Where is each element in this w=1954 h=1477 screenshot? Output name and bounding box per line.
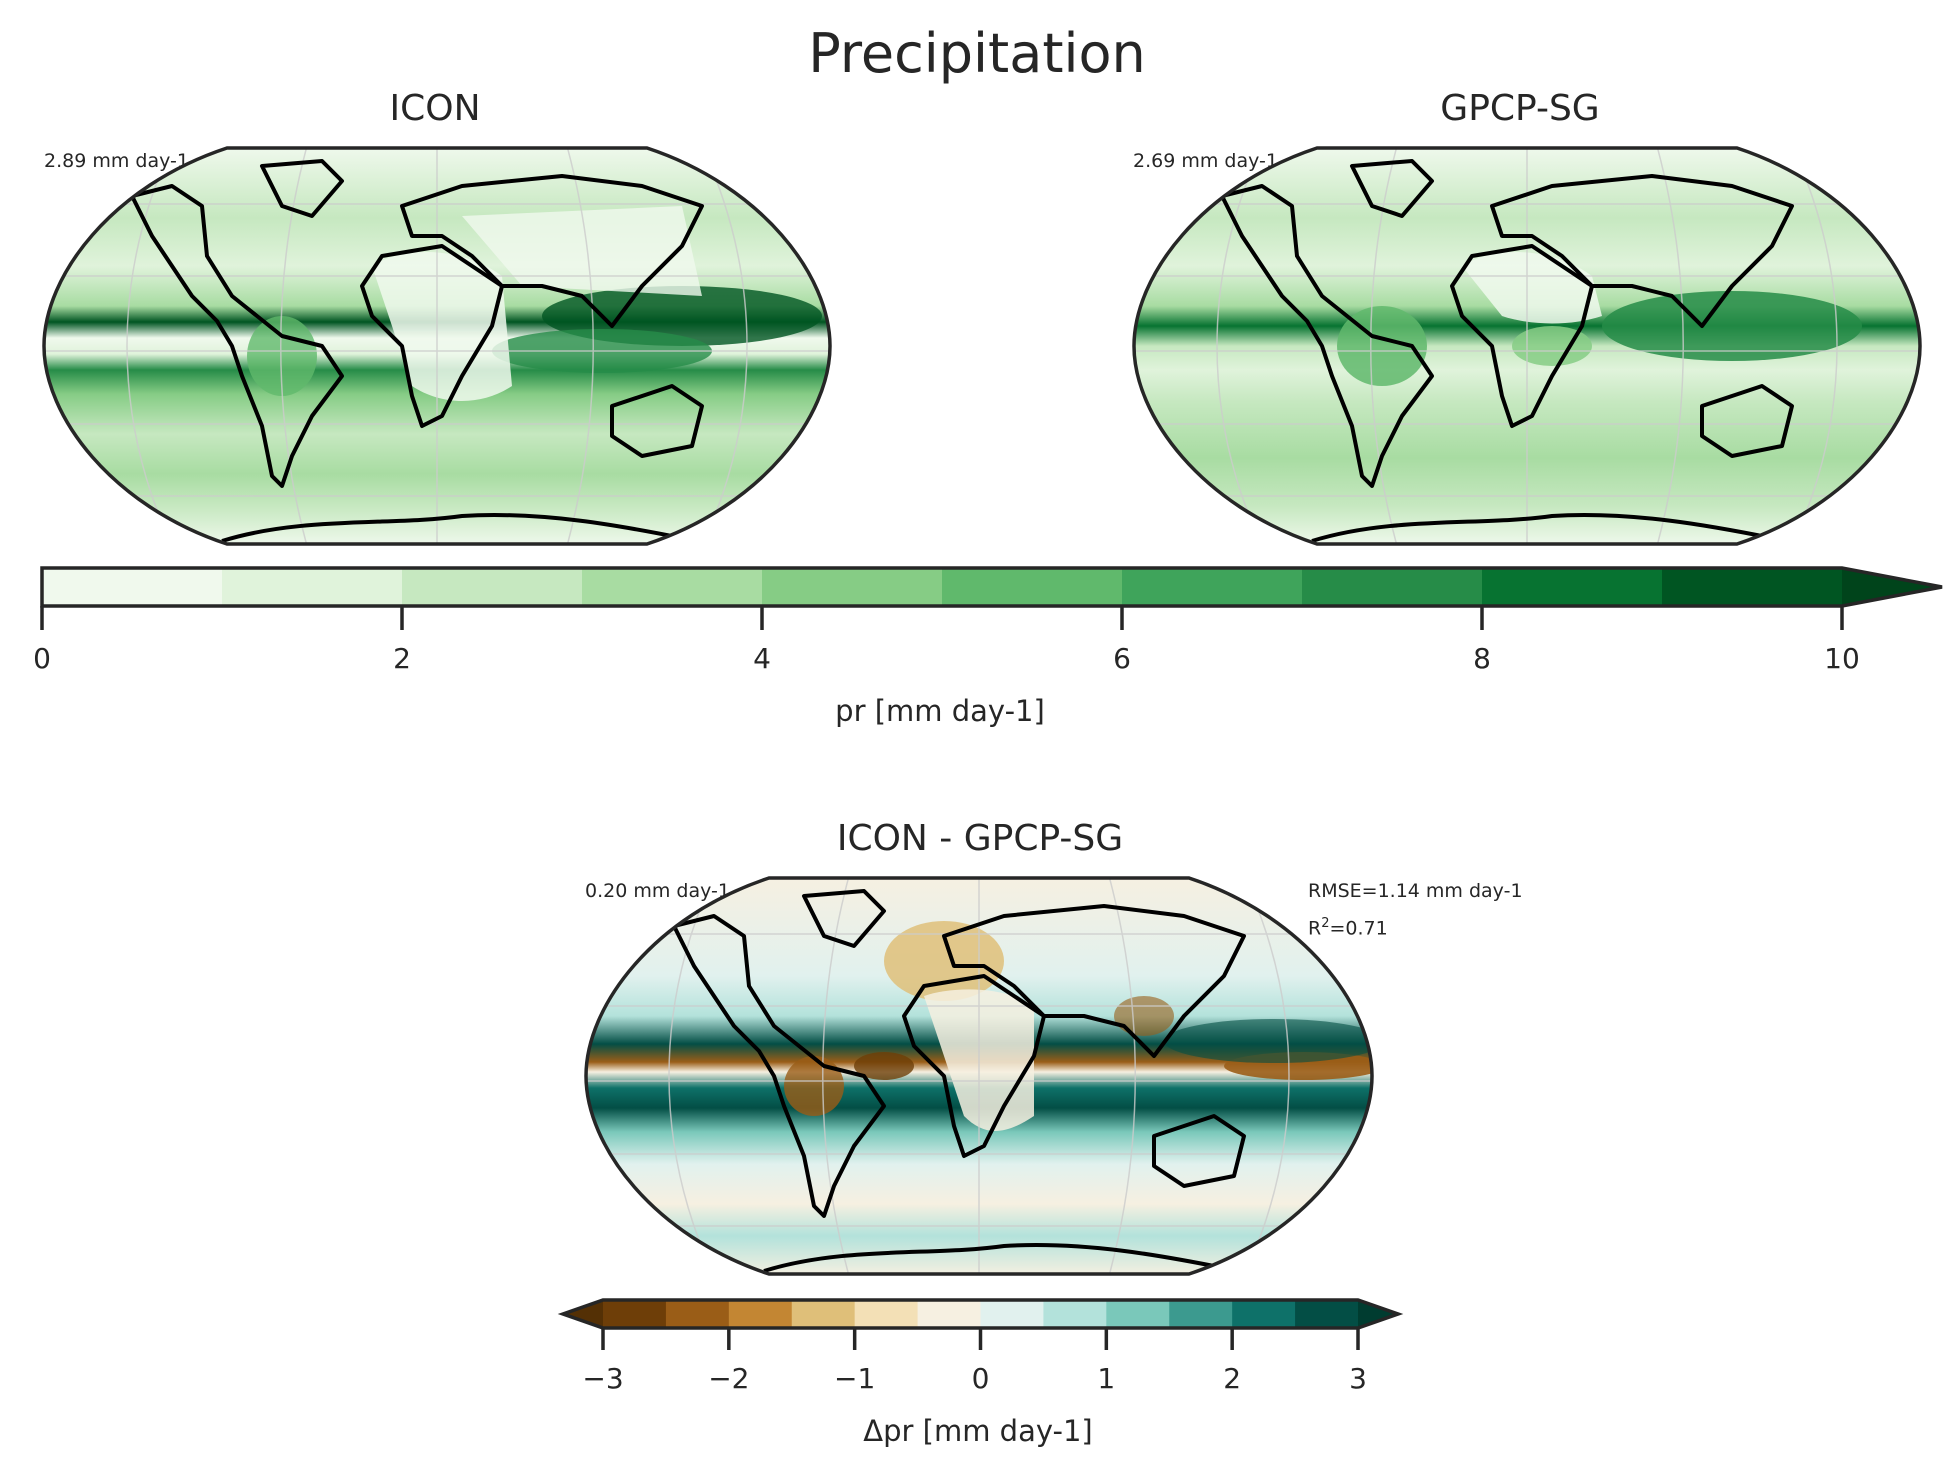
colorbar-diff-tick: 2 <box>1223 1362 1242 1395</box>
colorbar-diff-tick: −3 <box>582 1362 624 1395</box>
map-diff <box>584 876 1374 1276</box>
colorbar-precip <box>40 566 1943 630</box>
colorbar-precip-label: pr [mm day-1] <box>835 694 1045 728</box>
diff-r2: R2=0.71 <box>1308 916 1388 939</box>
gpcp-global-mean: 2.69 mm day-1 <box>1133 150 1278 172</box>
colorbar-diff-tick: −2 <box>708 1362 750 1395</box>
r2-prefix: R <box>1308 917 1322 940</box>
colorbar-diff-label: Δpr [mm day-1] <box>863 1414 1093 1448</box>
colorbar-precip-tick: 8 <box>1473 642 1491 675</box>
colorbar-precip-tick: 6 <box>1113 642 1131 675</box>
figure-title: Precipitation <box>808 22 1146 85</box>
colorbar-diff-tick: −1 <box>834 1362 876 1395</box>
colorbar-precip-tick: 10 <box>1824 642 1860 675</box>
diff-global-mean: 0.20 mm day-1 <box>585 880 730 902</box>
map-icon <box>42 146 832 546</box>
colorbar-precip-tick: 2 <box>393 642 411 675</box>
map-gpcp <box>1132 146 1922 546</box>
icon-global-mean: 2.89 mm day-1 <box>44 150 189 172</box>
colorbar-diff-tick: 0 <box>971 1362 990 1395</box>
r2-superscript: 2 <box>1321 916 1330 931</box>
panel-title-diff: ICON - GPCP-SG <box>836 818 1124 859</box>
r2-value: =0.71 <box>1329 917 1388 940</box>
panel-title-icon: ICON <box>389 88 481 129</box>
colorbar-precip-tick: 4 <box>753 642 771 675</box>
diff-rmse: RMSE=1.14 mm day-1 <box>1308 880 1523 902</box>
colorbar-diff-tick: 1 <box>1097 1362 1116 1395</box>
colorbar-diff <box>557 1298 1404 1350</box>
panel-title-gpcp: GPCP-SG <box>1440 88 1600 129</box>
colorbar-diff-tick: 3 <box>1349 1362 1367 1395</box>
colorbar-precip-tick: 0 <box>33 642 51 675</box>
